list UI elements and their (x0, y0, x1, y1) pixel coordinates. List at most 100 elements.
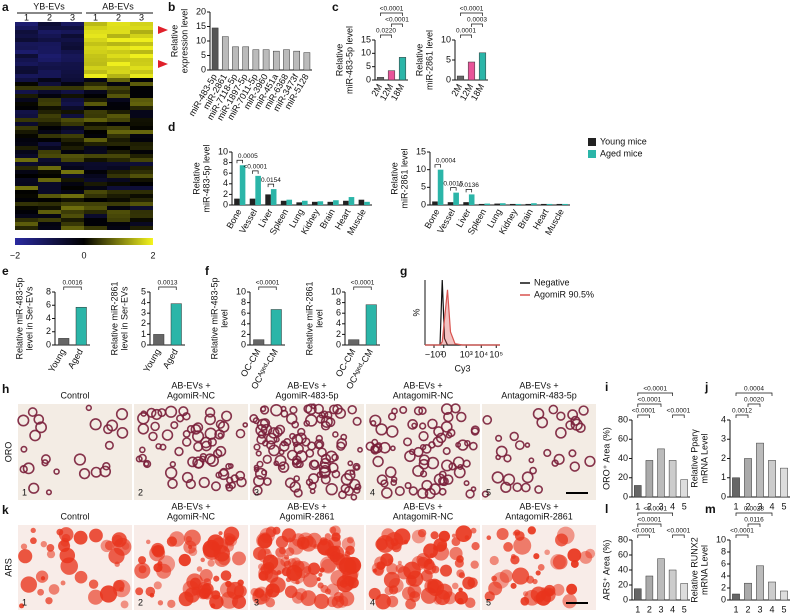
heatmap-cell (107, 186, 130, 190)
heatmap-cell (61, 46, 84, 50)
stained-cell (285, 413, 298, 425)
bar (252, 49, 260, 71)
heatmap-cell (61, 38, 84, 42)
stained-cell (137, 411, 150, 425)
heatmap-cell (107, 190, 130, 194)
y-tick-label: 15 (196, 21, 206, 31)
heatmap-cell (107, 42, 130, 46)
stained-cell (365, 441, 376, 452)
heatmap-cell (130, 54, 153, 58)
heatmap-cell (130, 62, 153, 66)
stained-cell (462, 459, 471, 468)
stained-cell (270, 403, 283, 417)
stained-cell (236, 476, 247, 488)
x-tick-label: 1 (733, 501, 738, 511)
stained-cell (89, 418, 102, 431)
stained-cell (215, 419, 226, 429)
heatmap-cell (84, 130, 107, 134)
stained-cell (111, 532, 127, 548)
stained-cell (153, 581, 162, 590)
heatmap-cell (38, 66, 61, 70)
heatmap-cell (84, 98, 107, 102)
stained-cell (456, 569, 465, 578)
y-tick-label: 20 (618, 579, 628, 589)
stained-cell (408, 486, 418, 496)
bracket (267, 183, 275, 188)
stained-cell (267, 427, 280, 439)
stained-cell (495, 445, 508, 458)
y-tick-label: 10 (218, 146, 228, 156)
stained-cell (307, 562, 321, 575)
y-tick-label: 3 (721, 434, 726, 444)
bar (365, 304, 377, 346)
stained-cell (532, 408, 545, 420)
y-tick-label: 2 (721, 582, 726, 592)
stained-cell (578, 405, 589, 416)
y-tick-label: 10 (331, 286, 341, 296)
y-axis-label: level (219, 309, 229, 328)
stained-cell (217, 552, 231, 566)
stained-cell (514, 440, 525, 451)
bar (283, 49, 290, 71)
stained-cell (45, 489, 53, 496)
heatmap-cell (15, 214, 38, 218)
stained-cell (178, 591, 194, 607)
bar (270, 309, 282, 346)
bar (364, 201, 370, 205)
heatmap-cell (130, 138, 153, 142)
stained-cell (157, 555, 176, 573)
stained-cell (427, 418, 438, 430)
heatmap-cell (61, 170, 84, 174)
y-axis-label: Relative (191, 162, 201, 195)
x-tick-label: 5 (781, 501, 786, 511)
stained-cell (417, 528, 427, 538)
heatmap-cell (130, 38, 153, 42)
y-tick-label: 2 (46, 326, 51, 336)
heatmap-cell (38, 42, 61, 46)
p-value: 0.0012 (732, 408, 752, 415)
stained-cell (370, 419, 377, 427)
y-tick-label: 6 (241, 308, 246, 318)
bar (468, 194, 475, 205)
stained-cell (347, 405, 357, 415)
bar (780, 590, 788, 601)
bar (509, 203, 516, 205)
stained-cell (310, 459, 320, 469)
p-value: <0.0001 (632, 528, 656, 535)
stained-cell (471, 542, 480, 551)
stained-cell (456, 411, 467, 423)
heatmap-cell (84, 46, 107, 50)
heatmap-cell (130, 202, 153, 206)
bar (668, 460, 677, 498)
stained-cell (305, 403, 317, 416)
stained-cell (200, 557, 205, 563)
stained-cell (524, 589, 540, 606)
heatmap-cell (15, 30, 38, 34)
heatmap-cell (38, 114, 61, 118)
stained-cell (318, 572, 323, 577)
heatmap-cell (107, 142, 130, 146)
heatmap-cell (61, 70, 84, 74)
image-title: AgomiR-483-5p (275, 390, 338, 400)
heatmap-cell (38, 214, 61, 218)
stain-label: ARS (3, 558, 13, 577)
y-tick-label: 3 (141, 308, 146, 318)
heatmap-cell (38, 130, 61, 134)
heatmap-cell (107, 130, 130, 134)
x-tick-label: 4 (769, 604, 774, 614)
stained-cell (261, 469, 268, 476)
stained-cell (320, 584, 329, 593)
line (425, 289, 500, 346)
p-value: <0.0001 (638, 397, 662, 404)
stained-cell (106, 419, 119, 432)
heatmap-cell (84, 118, 107, 122)
stained-cell (465, 489, 475, 499)
stained-cell (524, 442, 531, 448)
stained-cell (225, 463, 232, 470)
heatmap-cell (130, 94, 153, 98)
stained-cell (386, 425, 399, 438)
stained-cell (88, 579, 99, 589)
heatmap-cell (38, 226, 61, 230)
y-tick-label: 2 (223, 189, 228, 199)
stained-cell (528, 457, 535, 464)
